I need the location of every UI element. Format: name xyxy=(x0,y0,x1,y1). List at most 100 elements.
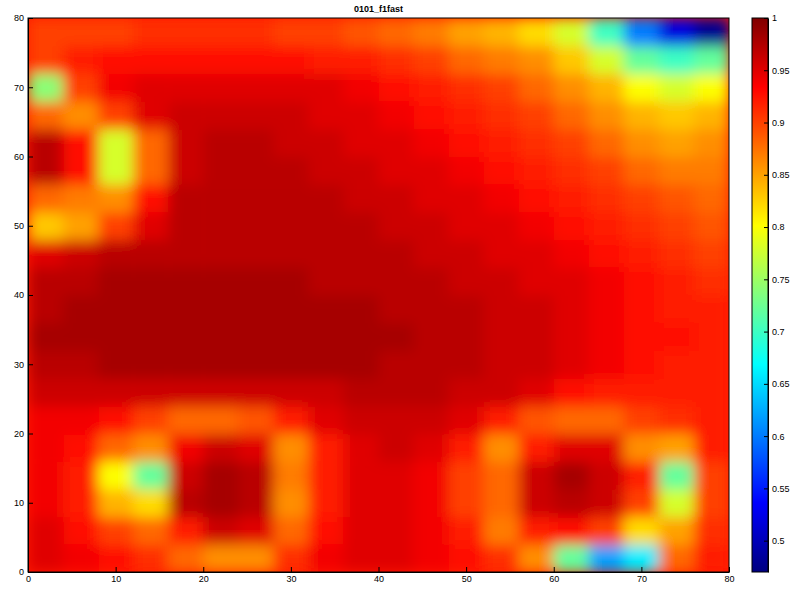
heat-cell xyxy=(484,101,520,129)
heat-cell xyxy=(519,461,555,489)
heat-cell xyxy=(519,378,555,406)
heat-cell xyxy=(273,267,309,295)
heat-cell xyxy=(624,73,660,101)
heat-cell xyxy=(589,350,625,378)
heat-cell xyxy=(28,461,64,489)
y-axis: 01020304050607080 xyxy=(14,13,33,577)
heat-cell xyxy=(449,489,485,517)
heat-cell xyxy=(168,295,204,323)
heat-cell xyxy=(589,240,625,268)
colorbar-axis-tick-mark xyxy=(764,332,768,333)
heat-cell xyxy=(694,323,729,351)
heat-cell xyxy=(449,544,485,572)
heat-cell xyxy=(98,73,134,101)
heat-cell xyxy=(98,517,134,545)
y-axis-tick-mark xyxy=(28,87,33,88)
heat-cell xyxy=(238,461,274,489)
heat-cell xyxy=(449,323,485,351)
heat-cell xyxy=(343,517,379,545)
heat-cell xyxy=(168,129,204,157)
heat-cell xyxy=(203,101,239,129)
heat-cell xyxy=(449,350,485,378)
heat-cell xyxy=(28,46,64,74)
y-axis-tick-label: 0 xyxy=(19,567,24,577)
heat-cell xyxy=(28,267,64,295)
x-axis-tick-mark xyxy=(379,567,380,572)
y-axis-tick-label: 80 xyxy=(14,13,24,23)
heat-cell xyxy=(133,18,169,46)
heat-cell xyxy=(203,18,239,46)
heat-cell xyxy=(308,129,344,157)
colorbar-axis-tick-label: 0.85 xyxy=(772,170,790,180)
heat-cell xyxy=(624,378,660,406)
heat-cell xyxy=(238,101,274,129)
heat-cell xyxy=(519,46,555,74)
y-axis-tick: 20 xyxy=(14,429,33,439)
heat-cell xyxy=(484,434,520,462)
heat-cell xyxy=(63,323,99,351)
heat-cell xyxy=(308,157,344,185)
heat-cell xyxy=(414,73,450,101)
heat-cell xyxy=(203,378,239,406)
colorbar-axis-tick-label: 0.75 xyxy=(772,275,790,285)
heat-cell xyxy=(414,544,450,572)
heat-cell xyxy=(694,184,729,212)
colorbar xyxy=(752,18,768,572)
heat-cell xyxy=(519,212,555,240)
heat-cell xyxy=(624,461,660,489)
heat-cell xyxy=(484,184,520,212)
heat-cell xyxy=(694,240,729,268)
heat-cell xyxy=(449,461,485,489)
heat-cell xyxy=(554,544,590,572)
heat-cell xyxy=(659,544,695,572)
heat-cell xyxy=(28,350,64,378)
heat-cell xyxy=(449,212,485,240)
colorbar-axis-tick-mark xyxy=(764,123,768,124)
colorbar-axis-tick-mark xyxy=(764,541,768,542)
heat-cell xyxy=(308,489,344,517)
heat-cell xyxy=(98,544,134,572)
x-axis-tick-mark xyxy=(641,567,642,572)
heat-cell xyxy=(343,267,379,295)
colorbar-axis-tick: 0.7 xyxy=(764,327,785,337)
heat-cell xyxy=(273,461,309,489)
heat-cell xyxy=(273,378,309,406)
heat-cell xyxy=(168,434,204,462)
heat-cell xyxy=(449,46,485,74)
colorbar-axis-tick: 0.65 xyxy=(764,379,790,389)
heat-cell xyxy=(168,378,204,406)
heat-cell xyxy=(133,212,169,240)
heat-cell xyxy=(98,46,134,74)
heat-cell xyxy=(343,157,379,185)
heat-cell xyxy=(484,323,520,351)
colorbar-axis-tick-label: 0.65 xyxy=(772,379,790,389)
y-axis-tick: 60 xyxy=(14,152,33,162)
heat-cell xyxy=(519,240,555,268)
heat-cell xyxy=(203,323,239,351)
heat-cell xyxy=(379,18,415,46)
heat-cell xyxy=(624,489,660,517)
heat-cell xyxy=(63,212,99,240)
heat-cell xyxy=(168,184,204,212)
heat-cell xyxy=(63,240,99,268)
heat-cell xyxy=(63,350,99,378)
heat-cell xyxy=(519,544,555,572)
y-axis-tick: 30 xyxy=(14,360,33,370)
heat-cell xyxy=(238,240,274,268)
colorbar-axis-tick: 0.6 xyxy=(764,431,785,441)
heat-cell xyxy=(98,101,134,129)
heat-cell xyxy=(624,295,660,323)
heat-cell xyxy=(28,212,64,240)
colorbar-axis-tick-mark xyxy=(764,70,768,71)
heat-cell xyxy=(484,18,520,46)
y-axis-tick-mark xyxy=(28,295,33,296)
colorbar-axis-tick: 0.9 xyxy=(764,118,785,128)
heat-cell xyxy=(133,461,169,489)
heat-cell xyxy=(554,184,590,212)
heat-cell xyxy=(589,267,625,295)
heat-cell xyxy=(554,434,590,462)
heat-cell xyxy=(589,378,625,406)
heat-cell xyxy=(449,129,485,157)
y-axis-tick-label: 60 xyxy=(14,152,24,162)
heat-cell xyxy=(273,129,309,157)
